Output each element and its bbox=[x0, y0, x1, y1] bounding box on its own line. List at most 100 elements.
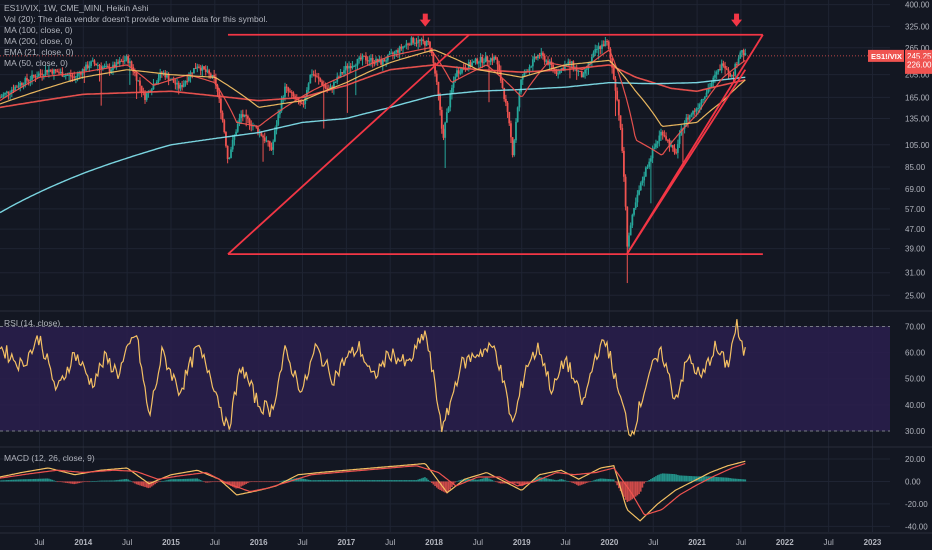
candle-body bbox=[214, 77, 217, 86]
macd-histogram-bar bbox=[236, 481, 239, 489]
macd-histogram-bar bbox=[24, 479, 27, 482]
candle-body bbox=[653, 147, 656, 149]
macd-histogram-bar bbox=[449, 481, 452, 490]
macd-histogram-bar bbox=[68, 481, 70, 484]
macd-histogram-bar bbox=[44, 478, 47, 482]
macd-legend[interactable]: MACD (12, 26, close, 9) bbox=[4, 453, 95, 463]
macd-histogram-bar bbox=[215, 481, 217, 483]
candle-body bbox=[182, 83, 185, 87]
macd-histogram-bar bbox=[83, 481, 86, 483]
candle-body bbox=[24, 78, 27, 85]
candle-body bbox=[103, 66, 106, 68]
candle-body bbox=[267, 140, 270, 142]
macd-histogram-bar bbox=[14, 479, 16, 482]
macd-histogram-bar bbox=[37, 478, 40, 482]
macd-histogram-bar bbox=[736, 478, 738, 482]
candle-body bbox=[501, 80, 504, 88]
rsi-legend[interactable]: RSI (14, close) bbox=[4, 318, 61, 328]
macd-histogram-bar bbox=[609, 479, 612, 482]
candle-body bbox=[643, 176, 646, 181]
legend-ma200[interactable]: MA (200, close, 0) bbox=[4, 36, 73, 46]
macd-histogram-bar bbox=[639, 481, 642, 492]
macd-histogram-bar bbox=[375, 480, 377, 482]
y-tick-label: 25.00 bbox=[905, 291, 926, 300]
macd-histogram-bar bbox=[710, 476, 713, 482]
macd-histogram-bar bbox=[417, 479, 419, 482]
legend-ema21[interactable]: EMA (21, close, 0) bbox=[4, 47, 74, 57]
macd-histogram-bar bbox=[392, 480, 394, 482]
candle-body bbox=[223, 120, 226, 133]
candle-body bbox=[383, 59, 386, 62]
macd-histogram-bar bbox=[547, 478, 549, 482]
candle-body bbox=[218, 91, 221, 99]
candle-body bbox=[557, 73, 560, 75]
macd-histogram-bar bbox=[360, 480, 362, 482]
macd-histogram-bar bbox=[336, 480, 339, 482]
ema21-line bbox=[0, 47, 746, 156]
candle-body bbox=[130, 61, 133, 67]
macd-histogram-bar bbox=[648, 479, 651, 482]
candle-body bbox=[263, 137, 266, 141]
candle-body bbox=[122, 61, 124, 63]
macd-histogram-bar bbox=[712, 476, 715, 482]
macd-histogram-bar bbox=[93, 481, 96, 482]
candle-body bbox=[516, 107, 519, 122]
candle-body bbox=[530, 66, 533, 68]
candle-body bbox=[193, 68, 195, 74]
macd-histogram-bar bbox=[49, 479, 52, 482]
candle-body bbox=[614, 78, 617, 91]
legend-volume[interactable]: Vol (20): The data vendor doesn't provid… bbox=[4, 14, 268, 24]
candle-body bbox=[54, 69, 57, 71]
candle-body bbox=[2, 94, 5, 97]
macd-histogram-bar bbox=[97, 480, 99, 482]
macd-histogram-bar bbox=[412, 480, 414, 482]
candle-body bbox=[678, 134, 681, 145]
candle-body bbox=[483, 62, 485, 64]
ma200-line bbox=[0, 76, 746, 214]
candle-body bbox=[418, 40, 421, 42]
symbol-badge-label: ES1!/VIX bbox=[871, 52, 902, 61]
candle-body bbox=[37, 73, 40, 77]
candle-body bbox=[152, 83, 155, 90]
x-tick-label: 2015 bbox=[162, 538, 180, 547]
legend-ma50[interactable]: MA (50, close, 0) bbox=[4, 58, 68, 68]
macd-histogram-bar bbox=[690, 476, 693, 482]
candle-body bbox=[66, 74, 69, 76]
macd-histogram-bar bbox=[727, 477, 730, 482]
macd-histogram-bar bbox=[592, 480, 595, 482]
candle-body bbox=[638, 190, 640, 195]
macd-histogram-bar bbox=[253, 481, 256, 483]
macd-histogram-bar bbox=[548, 478, 551, 482]
macd-histogram-bar bbox=[626, 481, 629, 503]
macd-histogram-bar bbox=[559, 479, 561, 482]
candle-body bbox=[552, 64, 554, 69]
macd-histogram-bar bbox=[678, 475, 681, 482]
macd-histogram-bar bbox=[719, 477, 721, 482]
y-tick-label: 47.00 bbox=[905, 225, 926, 234]
legend-ma100[interactable]: MA (100, close, 0) bbox=[4, 25, 73, 35]
macd-histogram-bar bbox=[277, 481, 280, 483]
candle-body bbox=[440, 109, 443, 129]
macd-histogram-bar bbox=[242, 481, 244, 486]
macd-histogram-bar bbox=[621, 481, 624, 495]
candle-body bbox=[343, 70, 345, 74]
macd-histogram-bar bbox=[633, 481, 635, 498]
candle-body bbox=[545, 60, 548, 62]
candle-body bbox=[395, 50, 398, 53]
candle-body bbox=[617, 99, 620, 116]
candle-body bbox=[380, 59, 382, 65]
macd-histogram-bar bbox=[80, 481, 82, 483]
macd-histogram-bar bbox=[425, 478, 428, 482]
candle-body bbox=[658, 135, 661, 142]
legend-symbol[interactable]: ES1!/VIX, 1W, CME_MINI, Heikin Ashi bbox=[4, 3, 149, 13]
x-tick-label: Jul bbox=[473, 538, 483, 547]
candle-body bbox=[422, 39, 425, 42]
candle-body bbox=[0, 97, 1, 99]
macd-histogram-bar bbox=[616, 481, 618, 486]
macd-histogram-bar bbox=[102, 480, 104, 482]
macd-histogram-bar bbox=[567, 481, 570, 482]
candle-body bbox=[607, 41, 610, 49]
macd-histogram-bar bbox=[473, 479, 475, 482]
macd-histogram-bar bbox=[177, 479, 180, 482]
